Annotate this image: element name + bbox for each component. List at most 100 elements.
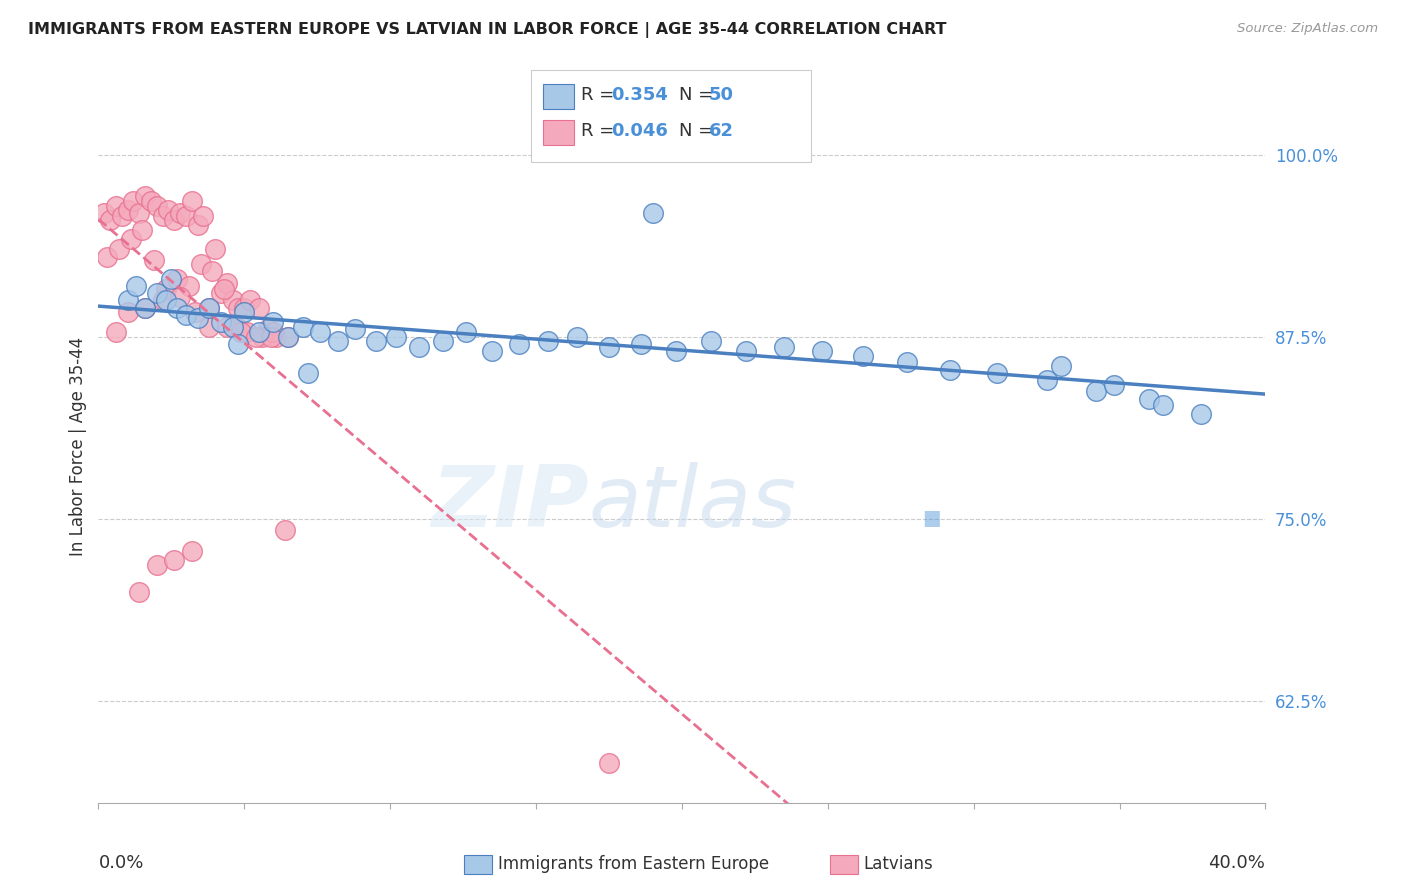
Point bbox=[131, 223, 153, 237]
Point bbox=[326, 334, 349, 348]
Point bbox=[236, 326, 259, 340]
Point bbox=[166, 271, 188, 285]
Point bbox=[215, 276, 238, 290]
Point bbox=[986, 366, 1008, 380]
Point bbox=[1152, 398, 1174, 412]
Point bbox=[665, 344, 688, 359]
Point bbox=[166, 301, 188, 315]
Text: 0.0%: 0.0% bbox=[98, 854, 143, 871]
Point bbox=[1137, 392, 1160, 407]
Point bbox=[157, 203, 180, 218]
Point bbox=[212, 282, 235, 296]
Point bbox=[198, 301, 221, 315]
Point bbox=[128, 206, 150, 220]
Point bbox=[245, 330, 267, 344]
Point bbox=[215, 319, 238, 334]
Point bbox=[239, 293, 262, 308]
Point bbox=[262, 315, 284, 329]
Point bbox=[104, 326, 127, 340]
Point bbox=[117, 305, 139, 319]
Point bbox=[221, 319, 243, 334]
Point bbox=[277, 330, 299, 344]
Point bbox=[125, 278, 148, 293]
Point bbox=[231, 326, 253, 340]
Point bbox=[177, 278, 200, 293]
Point bbox=[204, 243, 226, 257]
Point bbox=[98, 213, 121, 227]
Point bbox=[1085, 384, 1108, 398]
Point bbox=[155, 282, 177, 296]
Point bbox=[309, 326, 332, 340]
Point bbox=[152, 209, 174, 223]
Point bbox=[247, 326, 270, 340]
Point bbox=[408, 340, 430, 354]
Point bbox=[274, 524, 297, 538]
Point bbox=[142, 252, 165, 267]
Point bbox=[1050, 359, 1073, 373]
Point bbox=[155, 293, 177, 308]
Text: 50: 50 bbox=[709, 87, 734, 104]
Point bbox=[122, 194, 145, 209]
Point bbox=[256, 322, 278, 336]
Point bbox=[852, 349, 875, 363]
Point bbox=[1189, 407, 1212, 421]
Point bbox=[641, 206, 664, 220]
Point bbox=[117, 203, 139, 218]
Point bbox=[128, 584, 150, 599]
Text: ZIP: ZIP bbox=[430, 461, 589, 545]
Point bbox=[735, 344, 758, 359]
Point bbox=[201, 264, 224, 278]
Point bbox=[291, 319, 314, 334]
Point bbox=[169, 206, 191, 220]
Text: 40.0%: 40.0% bbox=[1209, 854, 1265, 871]
Point bbox=[163, 552, 186, 566]
Point bbox=[565, 330, 588, 344]
Text: R =: R = bbox=[581, 87, 620, 104]
Point bbox=[1035, 374, 1057, 388]
Text: atlas: atlas bbox=[589, 461, 797, 545]
Point bbox=[344, 322, 367, 336]
Point bbox=[96, 250, 118, 264]
Point bbox=[266, 330, 288, 344]
Point bbox=[259, 330, 281, 344]
Point bbox=[160, 271, 183, 285]
Point bbox=[700, 334, 723, 348]
Text: 0.046: 0.046 bbox=[612, 122, 668, 140]
Point bbox=[939, 363, 962, 377]
Point bbox=[93, 206, 115, 220]
Point bbox=[198, 301, 221, 315]
Point bbox=[104, 199, 127, 213]
Point bbox=[193, 209, 215, 223]
Point bbox=[174, 209, 197, 223]
Point bbox=[183, 305, 205, 319]
Text: 62: 62 bbox=[709, 122, 734, 140]
Text: N =: N = bbox=[679, 122, 718, 140]
Point bbox=[537, 334, 560, 348]
Point bbox=[190, 257, 212, 271]
Point bbox=[146, 199, 169, 213]
Point bbox=[120, 232, 142, 246]
Text: IMMIGRANTS FROM EASTERN EUROPE VS LATVIAN IN LABOR FORCE | AGE 35-44 CORRELATION: IMMIGRANTS FROM EASTERN EUROPE VS LATVIA… bbox=[28, 22, 946, 38]
Text: .: . bbox=[915, 461, 948, 545]
Point bbox=[630, 337, 652, 351]
Point bbox=[108, 243, 131, 257]
Point bbox=[432, 334, 454, 348]
Point bbox=[228, 301, 250, 315]
Point bbox=[111, 209, 134, 223]
Point bbox=[187, 310, 209, 325]
Point bbox=[146, 286, 169, 301]
Text: Latvians: Latvians bbox=[863, 855, 934, 873]
Point bbox=[225, 319, 247, 334]
Text: N =: N = bbox=[679, 87, 718, 104]
Point bbox=[277, 330, 299, 344]
Point bbox=[1102, 377, 1125, 392]
Text: R =: R = bbox=[581, 122, 620, 140]
Point bbox=[209, 286, 232, 301]
Point bbox=[773, 340, 796, 354]
Point bbox=[221, 293, 243, 308]
Point bbox=[134, 188, 156, 202]
Point bbox=[811, 344, 834, 359]
Point bbox=[209, 315, 232, 329]
Point bbox=[250, 330, 273, 344]
Point bbox=[139, 194, 162, 209]
